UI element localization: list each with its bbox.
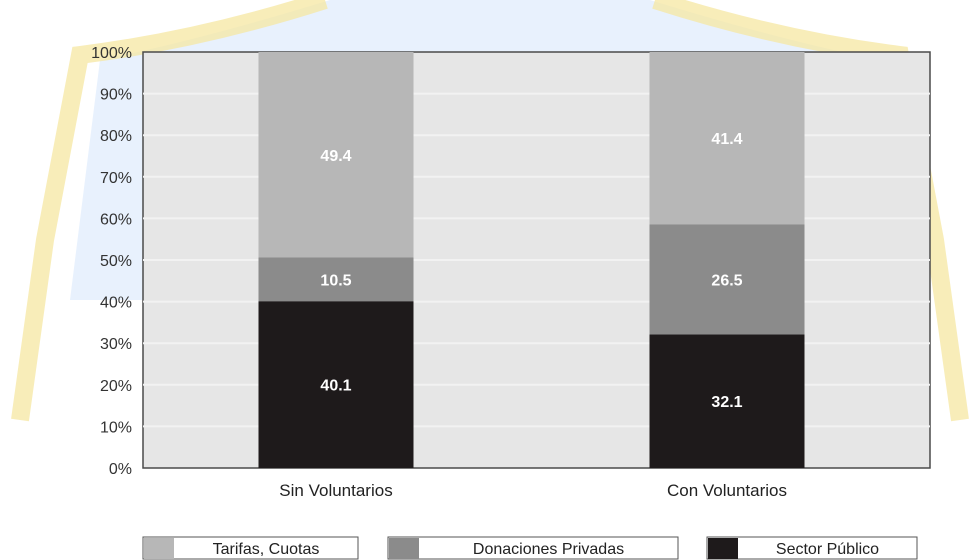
y-tick-label: 80%: [100, 128, 132, 145]
x-category-label: Sin Voluntarios: [279, 481, 392, 500]
bar-segment: [258, 301, 414, 468]
data-label: 40.1: [320, 378, 351, 395]
legend-label: Donaciones Privadas: [473, 541, 624, 558]
y-tick-label: 40%: [100, 295, 132, 312]
y-tick-label: 0%: [109, 461, 132, 478]
data-label: 49.4: [320, 148, 351, 165]
data-label: 26.5: [711, 272, 742, 289]
legend-label: Tarifas, Cuotas: [213, 541, 320, 558]
y-tick-label: 90%: [100, 87, 132, 104]
legend-swatch: [144, 538, 174, 559]
y-tick-label: 100%: [91, 45, 132, 62]
y-tick-label: 60%: [100, 211, 132, 228]
y-tick-label: 50%: [100, 253, 132, 270]
legend: Tarifas, Cuotas Donaciones Privadas Sector…: [142, 536, 918, 560]
data-label: 10.5: [320, 272, 351, 289]
legend-swatch: [389, 538, 419, 559]
legend-box: [706, 536, 918, 560]
y-tick-label: 30%: [100, 336, 132, 353]
bar-segment: [258, 52, 414, 258]
data-label: 41.4: [711, 131, 742, 148]
bar-segment: [649, 334, 805, 468]
data-label: 32.1: [711, 394, 742, 411]
y-tick-label: 10%: [100, 419, 132, 436]
legend-box: [142, 536, 359, 560]
legend-item: Donaciones Privadas: [387, 536, 679, 560]
x-category-label: Con Voluntarios: [667, 481, 787, 500]
bar-segment: [649, 52, 805, 225]
bar-segment: [258, 257, 414, 302]
legend-label: Sector Público: [776, 541, 879, 558]
legend-box: [387, 536, 679, 560]
y-tick-label: 20%: [100, 378, 132, 395]
bar-segment: [649, 224, 805, 335]
legend-swatch: [708, 538, 738, 559]
legend-item: Tarifas, Cuotas: [142, 536, 359, 560]
legend-item: Sector Público: [706, 536, 918, 560]
y-tick-label: 70%: [100, 170, 132, 187]
